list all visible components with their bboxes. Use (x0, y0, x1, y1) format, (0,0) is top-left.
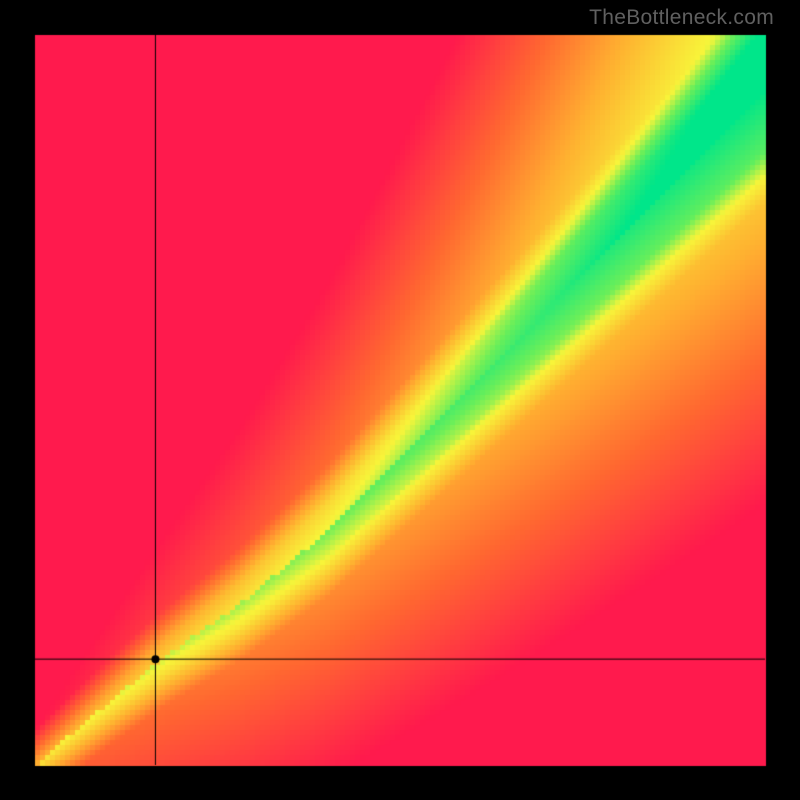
chart-container: TheBottleneck.com (0, 0, 800, 800)
watermark-text: TheBottleneck.com (589, 6, 774, 30)
heatmap-canvas (0, 0, 800, 800)
